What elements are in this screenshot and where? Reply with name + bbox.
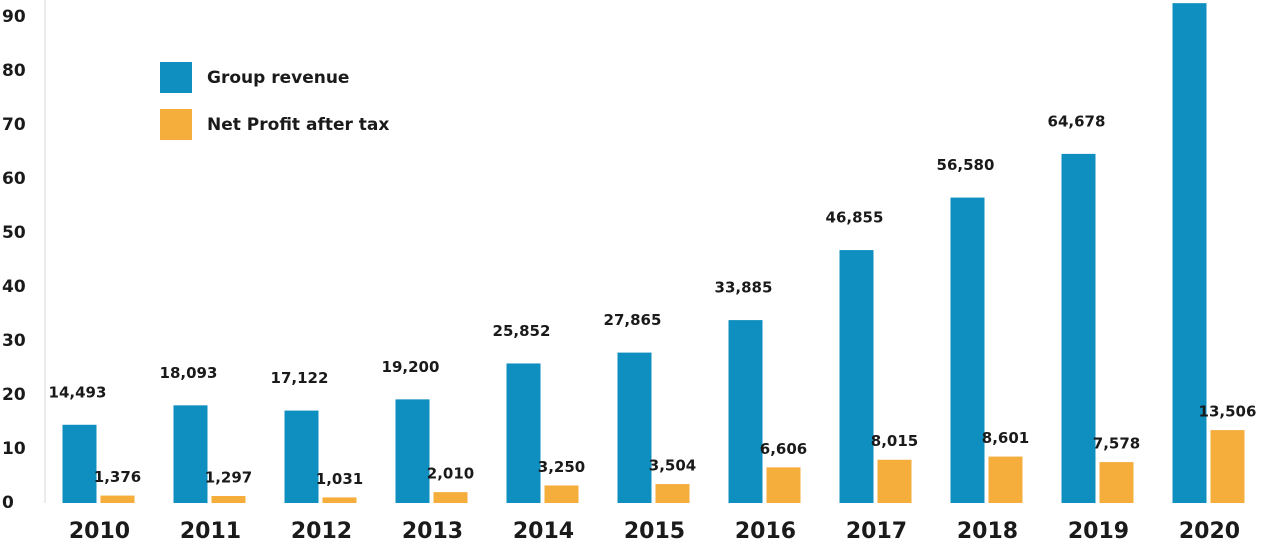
x-tick-label: 2012 xyxy=(291,519,352,544)
bar xyxy=(1172,3,1207,503)
bar xyxy=(655,484,690,503)
bar xyxy=(766,467,801,503)
bar xyxy=(728,320,763,503)
legend-label: Group revenue xyxy=(207,68,349,88)
x-tick-label: 2017 xyxy=(846,519,907,544)
data-label: 14,493 xyxy=(49,383,107,401)
bar xyxy=(1210,430,1245,503)
bar xyxy=(395,399,430,503)
bar xyxy=(211,495,246,503)
y-tick-label: 60 xyxy=(2,169,26,189)
data-label: 13,506 xyxy=(1199,403,1257,421)
data-label: 1,376 xyxy=(94,468,141,486)
data-label: 25,852 xyxy=(493,322,551,340)
bar xyxy=(62,424,97,503)
data-label: 3,504 xyxy=(649,457,696,475)
data-label: 3,250 xyxy=(538,458,585,476)
data-label: 6,606 xyxy=(760,440,807,458)
data-label: 2,010 xyxy=(427,465,474,483)
y-tick-label: 50 xyxy=(2,223,26,243)
data-label: 19,200 xyxy=(382,358,440,376)
data-label: 27,865 xyxy=(604,311,662,329)
data-label: 56,580 xyxy=(937,156,995,174)
y-tick-label: 10 xyxy=(2,439,26,459)
legend-swatch xyxy=(160,109,192,140)
legend-label: Net Profit after tax xyxy=(207,115,389,135)
x-tick-label: 2018 xyxy=(957,519,1018,544)
data-label: 8,015 xyxy=(871,432,918,450)
bar xyxy=(988,456,1023,503)
x-tick-label: 2019 xyxy=(1068,519,1129,544)
bar xyxy=(617,352,652,503)
bar xyxy=(433,492,468,503)
data-label: 18,093 xyxy=(160,364,218,382)
data-label: 1,297 xyxy=(205,468,252,486)
data-label: 7,578 xyxy=(1093,435,1140,453)
bar xyxy=(506,363,541,503)
data-label: 46,855 xyxy=(826,209,884,227)
x-tick-label: 2011 xyxy=(180,519,241,544)
y-tick-label: 80 xyxy=(2,61,26,81)
bar xyxy=(322,497,357,503)
bar xyxy=(1061,153,1096,503)
bar xyxy=(284,410,319,503)
bar xyxy=(839,250,874,503)
y-tick-label: 90 xyxy=(2,7,26,27)
data-label: 33,885 xyxy=(715,279,773,297)
data-label: 64,678 xyxy=(1048,112,1106,130)
y-tick-label: 0 xyxy=(2,493,14,513)
y-tick-label: 30 xyxy=(2,331,26,351)
data-label: 17,122 xyxy=(271,369,329,387)
x-tick-label: 2013 xyxy=(402,519,463,544)
bar xyxy=(877,459,912,503)
bar xyxy=(544,485,579,503)
x-tick-label: 2014 xyxy=(513,519,574,544)
x-tick-label: 2020 xyxy=(1179,519,1240,544)
y-tick-label: 20 xyxy=(2,385,26,405)
bar xyxy=(100,495,135,503)
x-tick-label: 2015 xyxy=(624,519,685,544)
data-label: 1,031 xyxy=(316,470,363,488)
bar xyxy=(173,405,208,503)
data-label: 8,601 xyxy=(982,429,1029,447)
x-tick-label: 2016 xyxy=(735,519,796,544)
legend-swatch xyxy=(160,62,192,93)
x-tick-label: 2010 xyxy=(69,519,130,544)
y-tick-label: 70 xyxy=(2,115,26,135)
bar xyxy=(1099,462,1134,503)
y-tick-label: 40 xyxy=(2,277,26,297)
bar xyxy=(950,197,985,504)
